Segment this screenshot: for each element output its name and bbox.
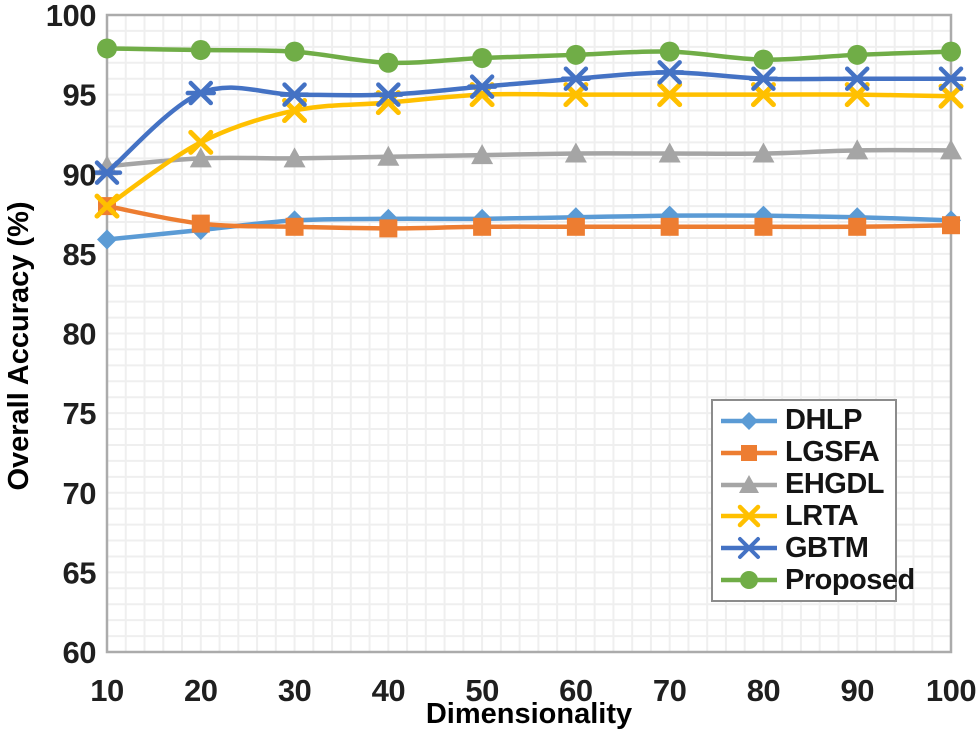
diamond-marker: [97, 229, 117, 250]
legend-label: Proposed: [785, 563, 915, 596]
square-marker: [285, 217, 304, 236]
circle-marker: [472, 47, 493, 68]
asterisk-marker: [735, 537, 763, 560]
triangle-marker: [940, 139, 962, 160]
x-tick-label: 80: [747, 673, 780, 708]
asterisk-marker: [466, 74, 498, 99]
legend-label: LGSFA: [785, 436, 880, 469]
series-line-proposed: [104, 46, 954, 66]
y-tick-label: 80: [63, 317, 96, 352]
x-marker: [737, 505, 761, 528]
series-gbtm: [91, 60, 967, 185]
x-tick-label: 50: [465, 673, 498, 708]
triangle-marker: [658, 142, 681, 163]
x-tick-label: 70: [653, 673, 686, 708]
circle-marker: [941, 41, 961, 62]
asterisk-marker: [654, 60, 685, 85]
legend-item-gbtm: GBTM: [719, 533, 889, 564]
asterisk-marker: [279, 82, 310, 107]
circle-marker: [190, 40, 211, 61]
triangle-marker: [739, 474, 759, 493]
x-axis-title: Dimensionality: [425, 698, 633, 730]
series-line-lrta: [104, 91, 954, 209]
triangle-marker: [471, 144, 494, 165]
circle-marker: [97, 38, 117, 59]
circle-marker: [378, 52, 399, 73]
series-line-lgsfa: [104, 203, 954, 231]
x-marker: [938, 83, 964, 109]
plot-area-border: [105, 13, 953, 654]
circle-marker: [284, 41, 305, 62]
legend-item-proposed: Proposed: [719, 565, 915, 596]
x-marker: [94, 193, 120, 219]
series-proposed: [97, 38, 961, 73]
legend-item-dhlp: DHLP: [719, 405, 889, 436]
legend-label: GBTM: [785, 531, 869, 564]
diamond-marker: [740, 411, 758, 430]
x-tick-label: 20: [184, 673, 217, 708]
square-marker: [379, 219, 398, 238]
x-legend-key-icon: [721, 505, 777, 528]
circle-marker: [565, 44, 586, 65]
legend-label: DHLP: [785, 404, 862, 437]
legend-item-ehgdl: EHGDL: [719, 469, 889, 500]
y-tick-label: 70: [63, 476, 96, 511]
y-tick-label: 95: [63, 78, 97, 113]
square-marker: [942, 216, 960, 235]
diamond-legend-key-icon: [721, 411, 777, 430]
y-tick-label: 90: [63, 157, 96, 192]
x-tick-label: 60: [559, 673, 592, 708]
asterisk-marker: [935, 66, 967, 91]
asterisk-marker: [91, 160, 123, 185]
circle-marker: [659, 41, 680, 62]
circle-marker: [753, 49, 774, 70]
circle-legend-key-icon: [721, 571, 777, 590]
triangle-marker: [752, 142, 775, 163]
asterisk-marker: [748, 66, 779, 91]
x-tick-label: 90: [840, 673, 873, 708]
y-tick-label: 60: [63, 635, 96, 670]
legend-label: LRTA: [785, 499, 859, 532]
y-tick-label: 75: [63, 396, 97, 431]
legend: DHLP LGSFA EHGDL LRTA GBTM Proposed: [711, 399, 915, 602]
triangle-marker: [846, 139, 869, 160]
legend-item-lgsfa: LGSFA: [719, 437, 889, 468]
legend-label: EHGDL: [785, 468, 885, 501]
x-tick-label: 100: [926, 673, 976, 708]
y-tick-label: 65: [63, 555, 97, 590]
asterisk-marker: [841, 66, 873, 91]
y-tick-label: 100: [46, 0, 96, 33]
y-axis-title: Overall Accuracy (%): [3, 201, 35, 491]
asterisk-marker: [373, 82, 404, 107]
square-marker: [848, 217, 867, 236]
asterisk-legend-key-icon: [721, 537, 777, 560]
triangle-legend-key-icon: [721, 474, 777, 493]
triangle-marker: [189, 147, 212, 168]
square-marker: [566, 217, 585, 236]
series-line-ehgdl: [104, 147, 954, 169]
asterisk-marker: [185, 80, 217, 106]
circle-marker: [847, 44, 868, 65]
series-line-gbtm: [104, 70, 954, 175]
legend-item-lrta: LRTA: [719, 501, 889, 532]
x-tick-label: 10: [90, 673, 123, 708]
x-marker: [188, 129, 214, 155]
x-marker: [657, 82, 683, 108]
triangle-marker: [283, 147, 306, 168]
triangle-marker: [377, 145, 400, 166]
x-tick-label: 30: [278, 673, 311, 708]
x-tick-label: 40: [372, 673, 405, 708]
square-marker: [191, 214, 210, 233]
asterisk-marker: [560, 66, 592, 91]
square-legend-key-icon: [721, 444, 777, 461]
circle-marker: [740, 571, 758, 590]
square-marker: [741, 444, 757, 461]
square-marker: [660, 217, 679, 236]
triangle-marker: [564, 142, 587, 163]
y-tick-label: 85: [63, 237, 97, 272]
square-marker: [754, 217, 773, 236]
square-marker: [473, 217, 492, 236]
